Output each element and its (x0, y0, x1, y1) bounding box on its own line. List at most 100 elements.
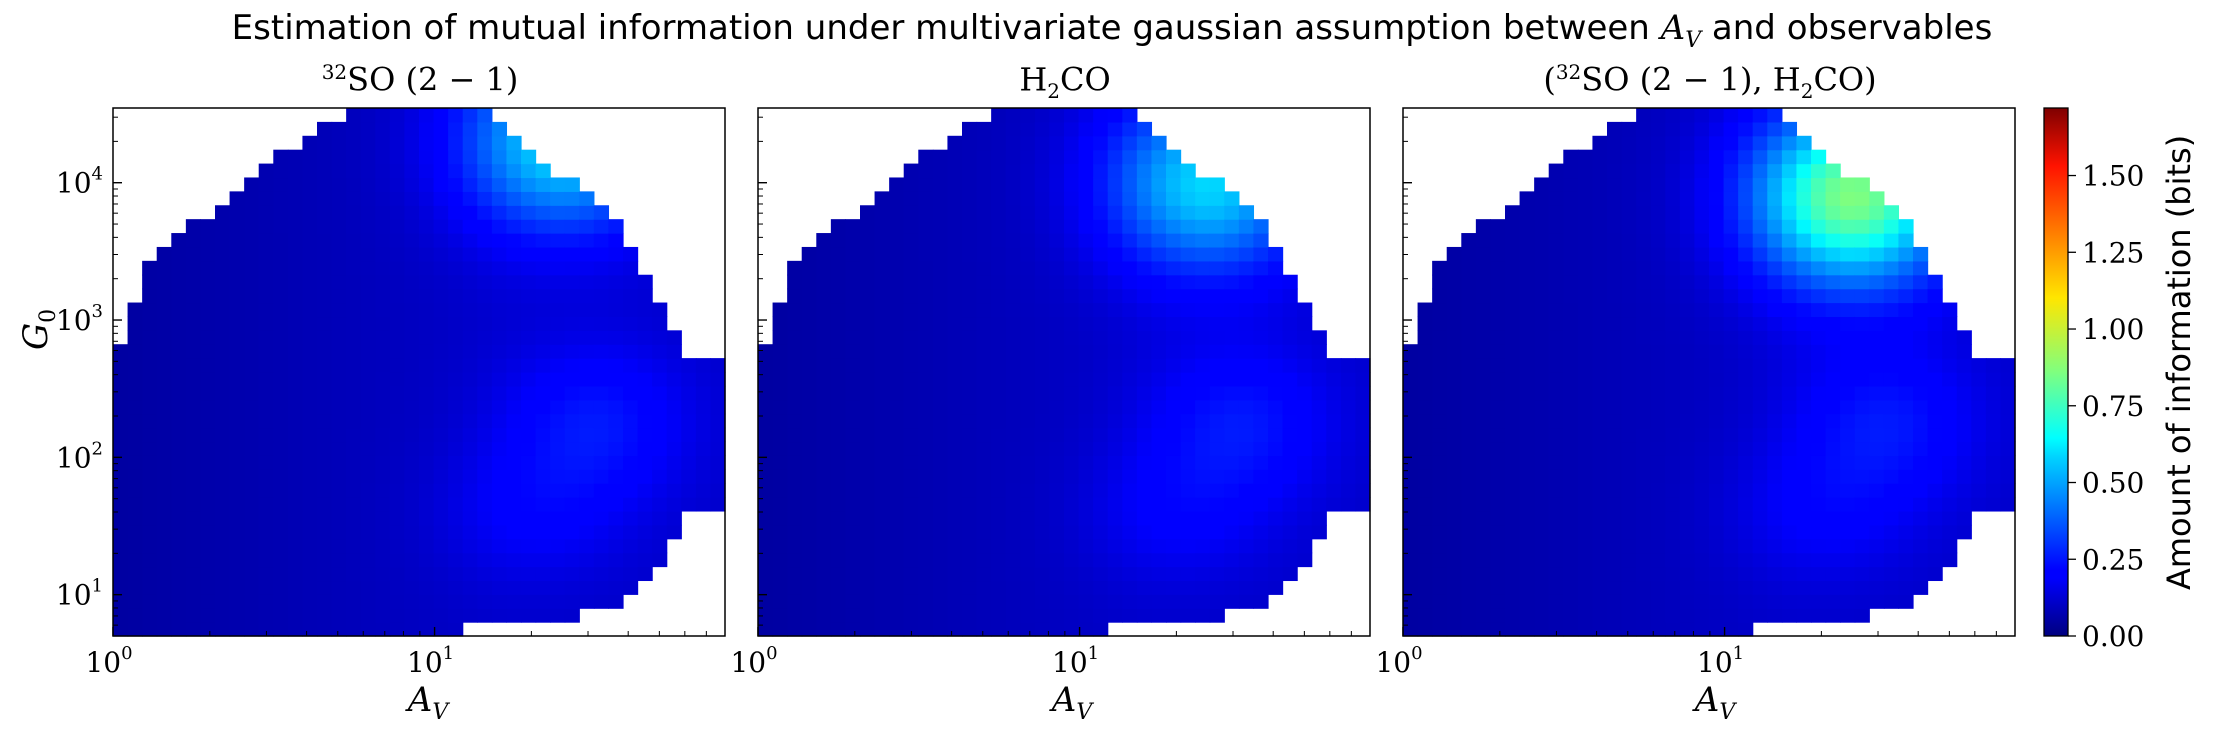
heatmap-cell (113, 594, 129, 609)
heatmap-cell (448, 191, 464, 206)
heatmap-cell (1752, 205, 1768, 220)
heatmap-cell (404, 233, 420, 248)
heatmap-cell (1913, 524, 1929, 540)
heatmap-cell (1049, 149, 1065, 165)
heatmap-cell (1709, 552, 1725, 568)
heatmap-cell (1195, 385, 1211, 401)
heatmap-cell (156, 580, 172, 595)
heatmap-cell (535, 372, 551, 387)
heatmap-cell (1563, 385, 1579, 401)
heatmap-cell (1078, 330, 1094, 345)
heatmap-cell (1136, 427, 1153, 443)
heatmap-cell (1195, 205, 1211, 220)
heatmap-cell (1238, 358, 1255, 373)
heatmap-cell (889, 580, 905, 595)
heatmap-cell (772, 538, 788, 554)
heatmap-cell (1811, 566, 1827, 582)
heatmap-cell (448, 413, 464, 429)
heatmap-cell (1049, 538, 1065, 554)
heatmap-cell (1679, 469, 1696, 484)
heatmap-cell (932, 149, 949, 165)
heatmap-cell (1927, 358, 1943, 373)
heatmap-cell (1446, 288, 1462, 304)
heatmap-cell (419, 524, 435, 540)
heatmap-cell (1854, 177, 1870, 192)
heatmap-cell (1238, 274, 1255, 290)
heatmap-cell (593, 552, 610, 568)
heatmap-cell (302, 524, 318, 540)
heatmap-cell (1505, 524, 1521, 540)
heatmap-cell (200, 399, 216, 415)
heatmap-cell (1927, 427, 1943, 443)
heatmap-cell (1956, 497, 1972, 512)
heatmap-cell (681, 399, 697, 415)
heatmap-cell (1796, 441, 1812, 456)
heatmap-cell (1796, 483, 1812, 498)
heatmap-cell (579, 302, 595, 318)
heatmap-cell (593, 441, 610, 456)
heatmap-cell (1253, 219, 1269, 234)
heatmap-cell (1577, 205, 1594, 220)
heatmap-cell (1898, 330, 1914, 345)
heatmap-cell (1607, 316, 1623, 331)
heatmap-cell (1738, 108, 1754, 123)
heatmap-cell (1636, 260, 1652, 276)
heatmap-cell (1927, 552, 1943, 568)
heatmap-cell (346, 302, 362, 318)
heatmap-cell (1665, 163, 1681, 179)
heatmap-cell (1107, 594, 1123, 609)
heatmap-cell (360, 149, 376, 165)
heatmap-cell (1650, 219, 1666, 234)
heatmap-cell (1621, 358, 1637, 373)
heatmap-cell (1049, 205, 1065, 220)
heatmap-cell (1971, 399, 1987, 415)
heatmap-cell (317, 135, 333, 151)
heatmap-cell (1563, 163, 1579, 179)
heatmap-cell (171, 608, 187, 623)
heatmap-cell (564, 594, 580, 609)
heatmap-cell (1854, 358, 1870, 373)
heatmap-cell (947, 469, 963, 484)
heatmap-cell (1505, 219, 1521, 234)
heatmap-cell (787, 455, 803, 470)
heatmap-cell (1209, 344, 1225, 359)
heatmap-cell (1898, 469, 1914, 484)
heatmap-cell (404, 524, 420, 540)
heatmap-cell (1122, 302, 1138, 318)
heatmap-cell (1064, 372, 1080, 387)
heatmap-cell (889, 524, 905, 540)
heatmap-cell (1650, 455, 1666, 470)
heatmap-cell (1898, 399, 1914, 415)
heatmap-cell (1180, 552, 1196, 568)
heatmap-cell (1694, 177, 1710, 192)
heatmap-cell (1840, 566, 1856, 582)
heatmap-cell (258, 441, 274, 456)
heatmap-cell (1548, 622, 1564, 637)
heatmap-cell (1534, 413, 1550, 429)
heatmap-cell (200, 358, 216, 373)
heatmap-cell (1811, 302, 1827, 318)
heatmap-cell (889, 510, 905, 526)
heatmap-cell (419, 608, 435, 623)
heatmap-cell (215, 302, 231, 318)
heatmap-cell (1577, 260, 1594, 276)
heatmap-cell (1195, 302, 1211, 318)
heatmap-cell (477, 385, 493, 401)
heatmap-cell (564, 260, 580, 276)
heatmap-cell (1107, 524, 1123, 540)
heatmap-cell (1650, 260, 1666, 276)
heatmap-cell (1796, 469, 1812, 484)
heatmap-cell (1563, 316, 1579, 331)
heatmap-cell (1268, 441, 1284, 456)
heatmap-cell (860, 608, 876, 623)
heatmap-cell (1093, 316, 1109, 331)
heatmap-cell (1694, 552, 1710, 568)
heatmap-cell (1752, 580, 1768, 595)
heatmap-cell (1107, 385, 1123, 401)
heatmap-cell (1049, 246, 1065, 262)
heatmap-cell (331, 205, 347, 220)
heatmap-cell (1534, 427, 1550, 443)
heatmap-cell (1268, 427, 1284, 443)
heatmap-cell (976, 274, 992, 290)
heatmap-cell (346, 149, 362, 165)
